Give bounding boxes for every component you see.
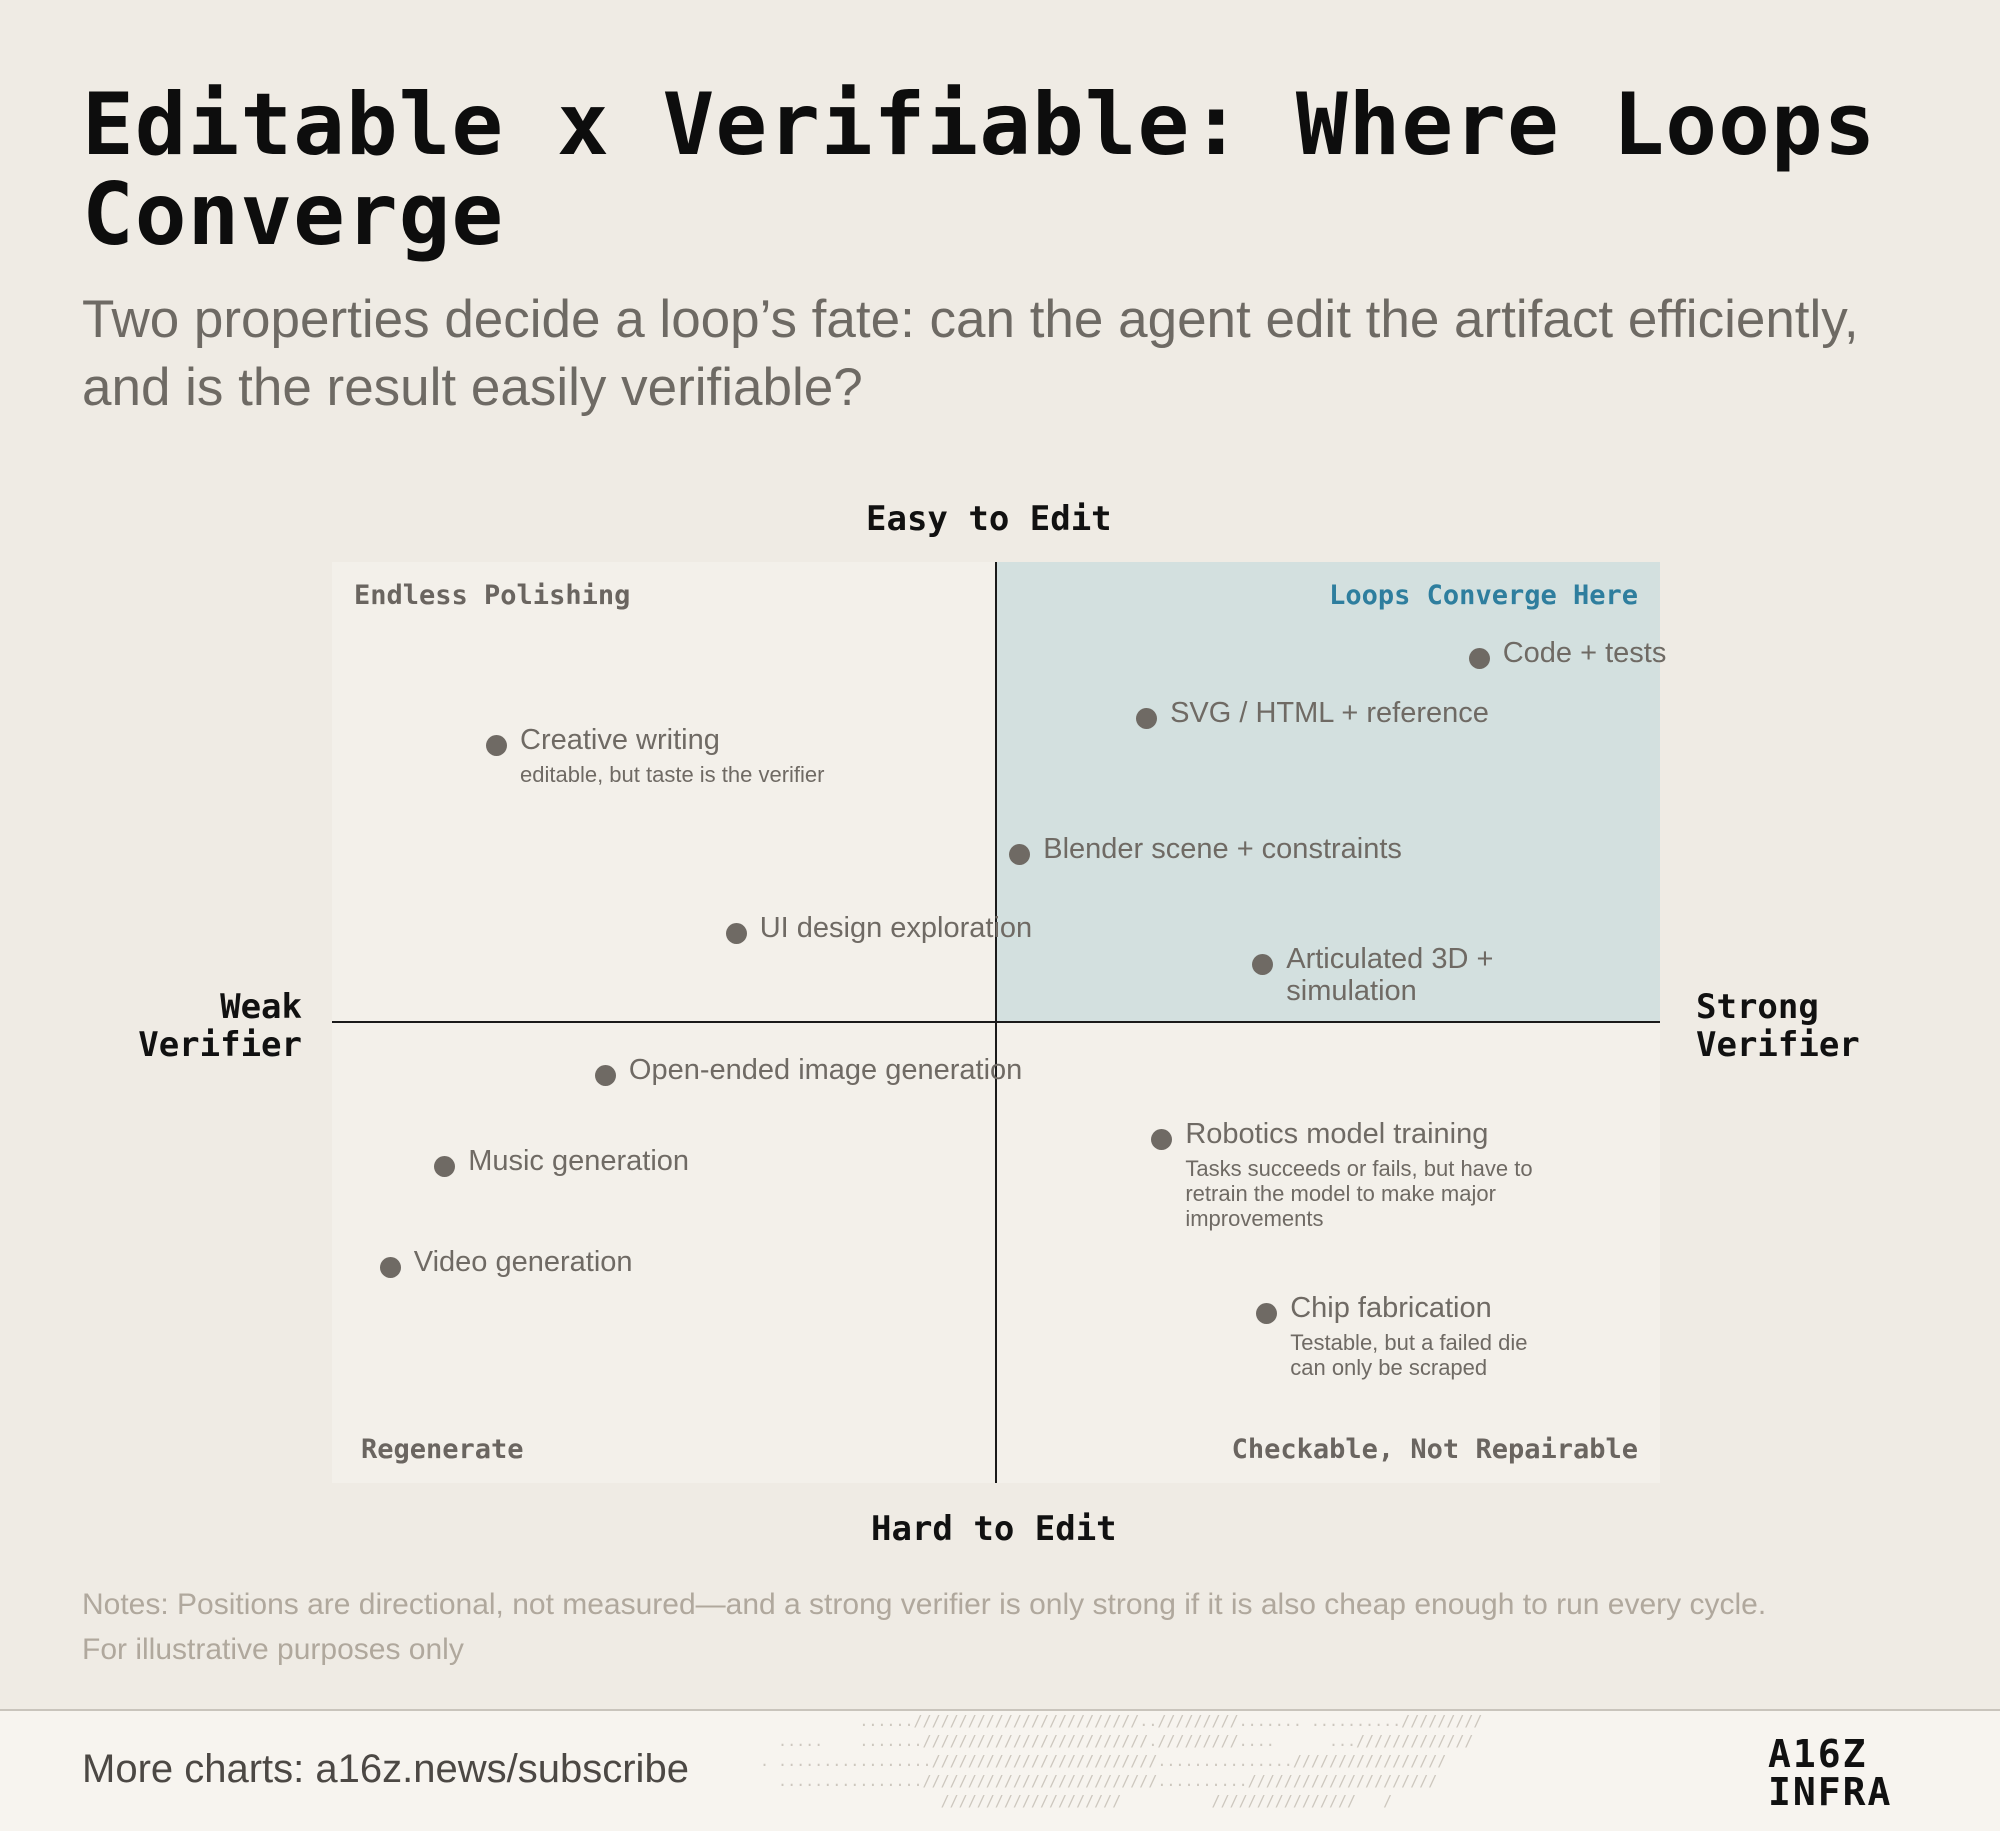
chart-title: Editable x Verifiable: Where Loops Conve… <box>82 75 1877 265</box>
y-axis-top-label: Easy to Edit <box>866 499 1112 539</box>
data-point-text: Video generation <box>414 1246 633 1278</box>
logo-line-2: INFRA <box>1768 1770 1893 1814</box>
chart-subtitle: Two properties decide a loop’s fate: can… <box>82 290 1859 417</box>
data-point-marker <box>1151 1129 1173 1150</box>
x-axis-left-label: Weak Verifier <box>138 987 302 1065</box>
quadrant-plot: Endless Polishing Loops Converge Here Re… <box>332 562 1666 1483</box>
logo-line-1: A16Z <box>1768 1732 1868 1776</box>
data-point-text: Creative writing editable, but taste is t… <box>520 724 825 787</box>
data-point-label: Chip fabrication <box>1290 1292 1492 1325</box>
decorative-pattern: ....../////////////////////////..///////… <box>760 1712 1483 1810</box>
data-point-label: Video generation <box>413 1246 633 1279</box>
data-point-marker <box>1256 1303 1278 1325</box>
data-point-note: Tasks succeeds or fails, but have to ret… <box>1185 1156 1533 1231</box>
data-point-marker <box>379 1257 401 1279</box>
data-point-text: Code + tests <box>1503 637 1667 669</box>
x-axis-right-label: Strong Verifier <box>1696 987 1860 1065</box>
data-point-label: Creative writing <box>520 723 720 756</box>
footer: More charts: a16z.news/subscribe ....../… <box>0 1709 2000 1831</box>
data-point-text: SVG / HTML + reference <box>1170 697 1489 729</box>
data-point-label: UI design exploration <box>759 911 1033 944</box>
data-point-label: Open-ended image generation <box>628 1053 1023 1086</box>
data-point-marker <box>1136 707 1158 729</box>
data-point-label: SVG / HTML + reference <box>1170 696 1489 729</box>
quadrant-label-bottom-left: Regenerate <box>361 1434 524 1465</box>
quadrant-label-bottom-right: Checkable, Not Repairable <box>1231 1434 1638 1465</box>
data-point-text: Articulated 3D + simulation <box>1286 943 1506 1007</box>
quadrant-label-top-right: Loops Converge Here <box>1329 580 1638 611</box>
a16z-infra-logo: A16Z INFRA <box>1768 1735 1892 1811</box>
data-point-marker <box>594 1064 616 1086</box>
data-point-label: Robotics model training <box>1185 1118 1489 1150</box>
data-point-marker <box>1009 844 1031 866</box>
data-point-text: Open-ended image generation <box>629 1054 1022 1086</box>
data-point-label: Blender scene + constraints <box>1043 833 1402 866</box>
data-point-text: Blender scene + constraints <box>1043 833 1402 865</box>
chart-notes: Notes: Positions are directional, not me… <box>82 1582 1942 1672</box>
data-point-marker <box>1252 953 1274 975</box>
quadrant-label-top-left: Endless Polishing <box>354 580 631 611</box>
subscribe-link[interactable]: More charts: a16z.news/subscribe <box>82 1747 689 1791</box>
data-point-label: Code + tests <box>1502 636 1667 669</box>
data-point-label: Music generation <box>468 1144 690 1177</box>
data-point-text: UI design exploration <box>760 912 1032 944</box>
data-point-text: Music generation <box>468 1145 689 1177</box>
y-axis-bottom-label: Hard to Edit <box>871 1509 1117 1549</box>
data-point-marker <box>1468 647 1490 669</box>
highlighted-quadrant <box>996 562 1660 1022</box>
notes-line-1: Notes: Positions are directional, not me… <box>82 1588 1767 1621</box>
notes-line-2: For illustrative purposes only <box>82 1633 464 1666</box>
data-point-note: editable, but taste is the verifier <box>520 761 825 787</box>
data-point-marker <box>725 922 747 944</box>
data-point-note: Testable, but a failed die can only be s… <box>1290 1330 1528 1381</box>
data-point-text: Robotics model training Tasks succeeds or… <box>1185 1118 1565 1231</box>
data-point-marker <box>486 734 507 756</box>
horizontal-axis-line <box>332 1021 1660 1023</box>
data-point-label: Articulated 3D + simulation <box>1286 942 1494 1007</box>
data-point-marker <box>434 1155 456 1177</box>
data-point-text: Chip fabrication Testable, but a failed d… <box>1290 1292 1560 1380</box>
